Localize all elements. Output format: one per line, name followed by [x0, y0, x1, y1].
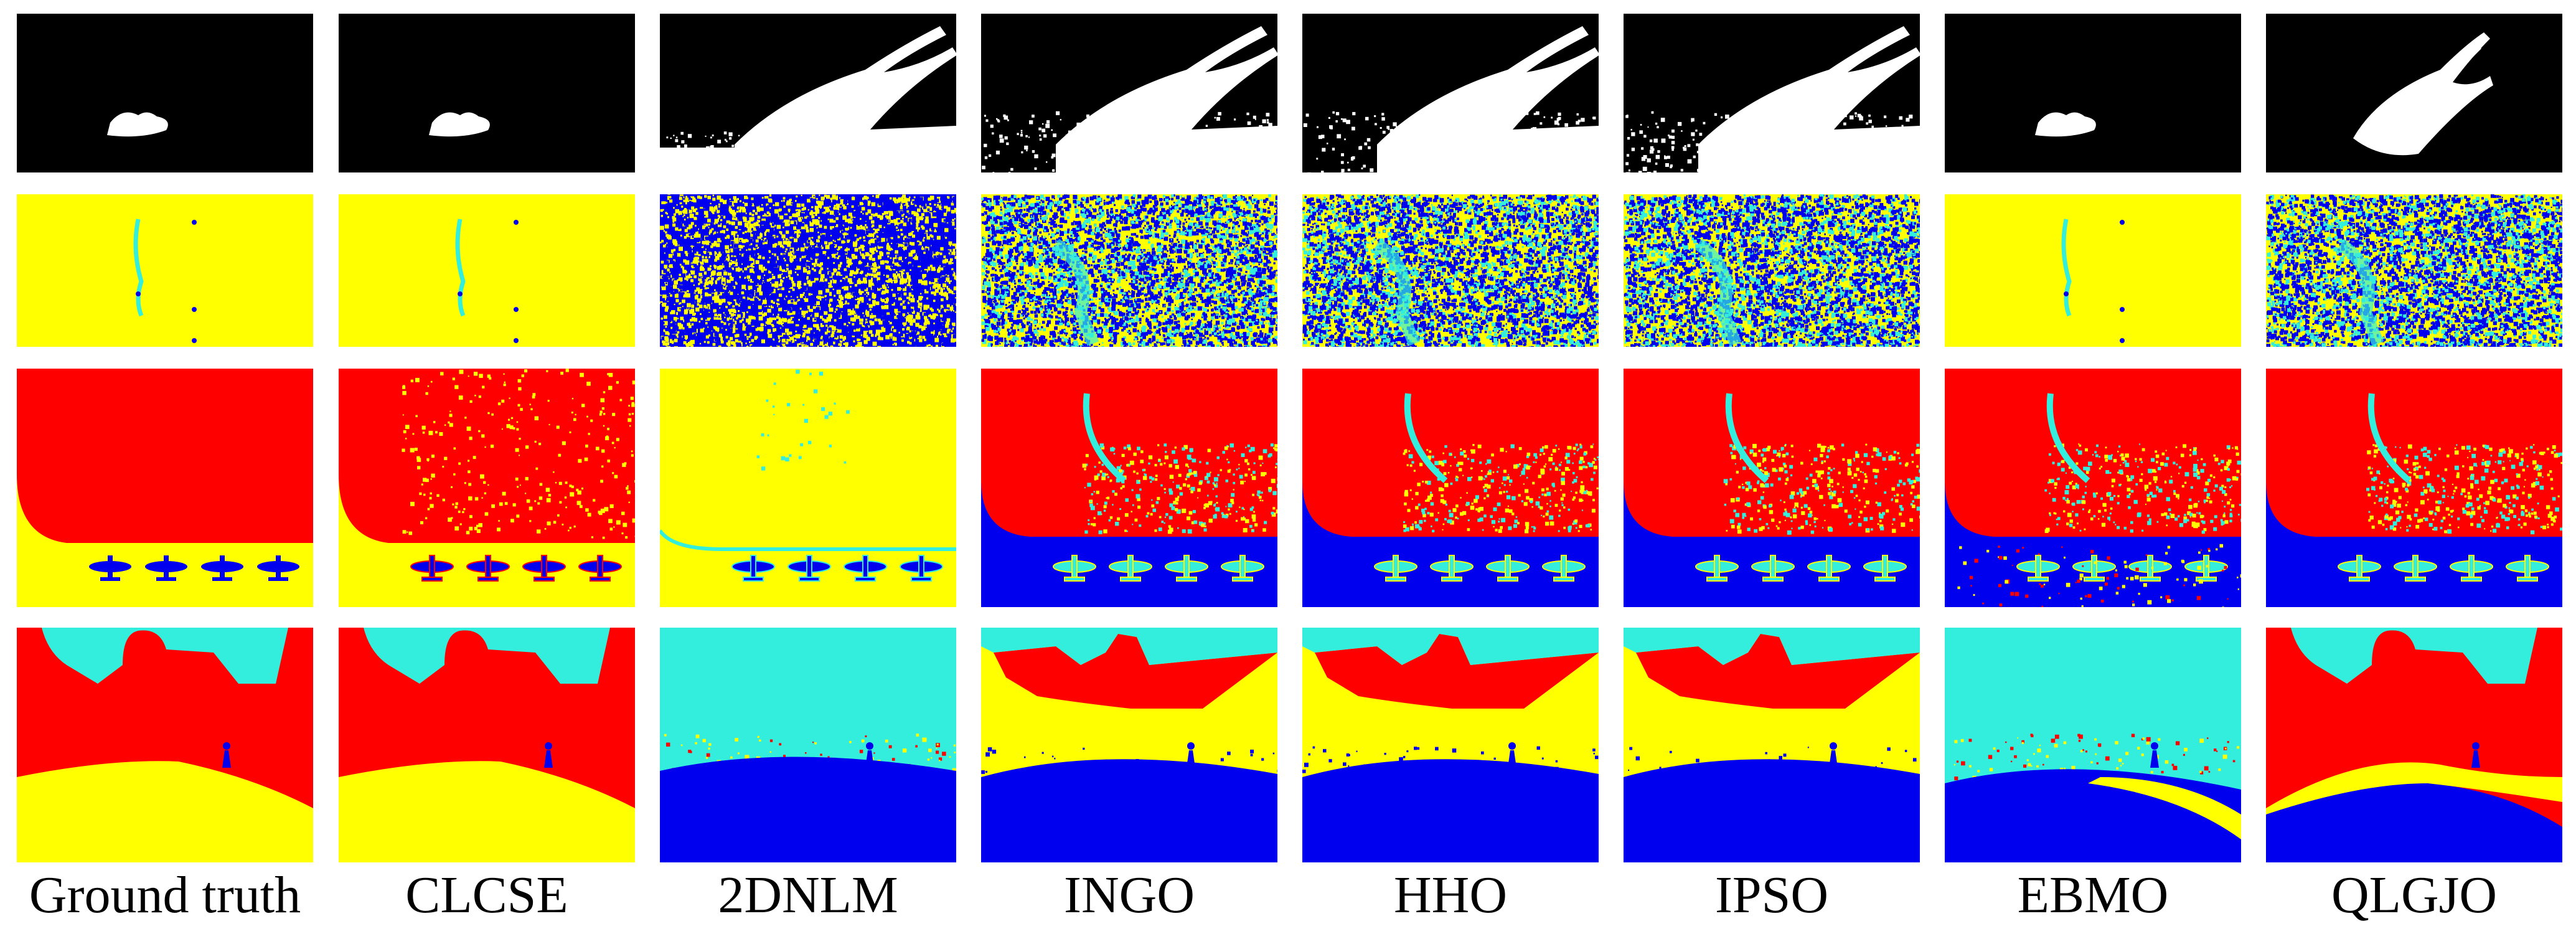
- segmentation-image-row-2-col-7: [1945, 194, 2241, 347]
- segmentation-image-row-3-col-7: [1945, 369, 2241, 607]
- segmentation-image-row-2-col-3: [660, 194, 956, 347]
- segmentation-image-row-4-col-4: [981, 628, 1277, 862]
- column-label: QLGJO: [2266, 866, 2562, 924]
- column-label: CLCSE: [339, 866, 635, 924]
- segmentation-image-row-1-col-2: [339, 14, 635, 172]
- segmentation-image-row-3-col-8: [2266, 369, 2562, 607]
- segmentation-image-row-2-col-4: [981, 194, 1277, 347]
- segmentation-image-row-3-col-2: [339, 369, 635, 607]
- segmentation-image-row-3-col-5: [1302, 369, 1599, 607]
- segmentation-image-row-2-col-1: [17, 194, 313, 347]
- segmentation-image-row-2-col-5: [1302, 194, 1599, 347]
- segmentation-image-row-4-col-5: [1302, 628, 1599, 862]
- column-label: EBMO: [1945, 866, 2241, 924]
- segmentation-image-row-1-col-5: [1302, 14, 1599, 172]
- segmentation-image-row-1-col-7: [1945, 14, 2241, 172]
- segmentation-image-row-4-col-7: [1945, 628, 2241, 862]
- segmentation-image-row-2-col-2: [339, 194, 635, 347]
- segmentation-image-row-3-col-4: [981, 369, 1277, 607]
- segmentation-image-row-2-col-6: [1624, 194, 1920, 347]
- segmentation-image-row-3-col-3: [660, 369, 956, 607]
- segmentation-image-row-4-col-2: [339, 628, 635, 862]
- segmentation-image-row-4-col-8: [2266, 628, 2562, 862]
- segmentation-image-row-4-col-1: [17, 628, 313, 862]
- segmentation-image-row-1-col-4: [981, 14, 1277, 172]
- segmentation-image-row-2-col-8: [2266, 194, 2562, 347]
- segmentation-image-row-1-col-8: [2266, 14, 2562, 172]
- segmentation-image-row-1-col-3: [660, 14, 956, 172]
- segmentation-image-row-1-col-1: [17, 14, 313, 172]
- column-label: INGO: [981, 866, 1277, 924]
- segmentation-image-row-4-col-3: [660, 628, 956, 862]
- segmentation-image-row-3-col-1: [17, 369, 313, 607]
- column-label: HHO: [1302, 866, 1599, 924]
- segmentation-image-row-3-col-6: [1624, 369, 1920, 607]
- segmentation-image-row-1-col-6: [1624, 14, 1920, 172]
- column-label: Ground truth: [17, 866, 313, 924]
- column-label: 2DNLM: [660, 866, 956, 924]
- column-label: IPSO: [1624, 866, 1920, 924]
- segmentation-image-row-4-col-6: [1624, 628, 1920, 862]
